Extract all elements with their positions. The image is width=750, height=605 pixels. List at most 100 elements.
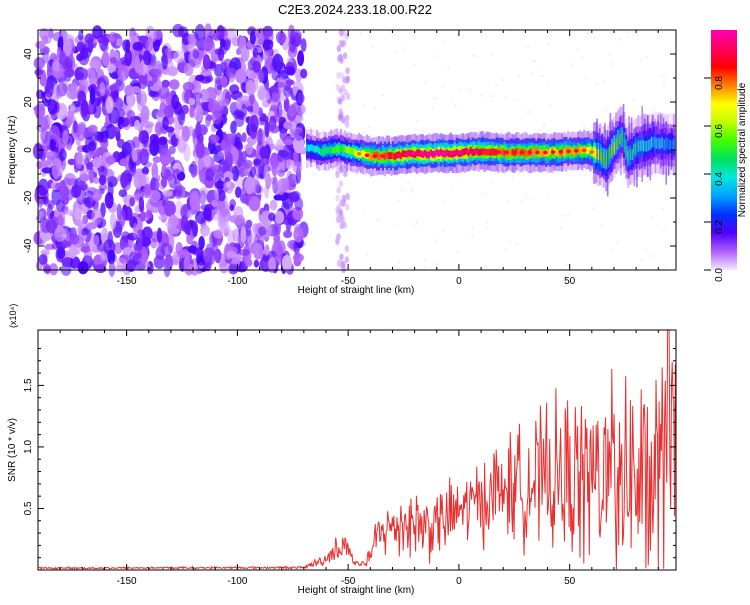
noise-blob — [197, 155, 204, 171]
noise-blob — [45, 151, 58, 160]
noise-blob — [664, 265, 667, 268]
noise-blob — [94, 264, 107, 274]
noise-blob — [640, 258, 643, 262]
noise-blob — [44, 81, 54, 98]
noise-blob — [284, 66, 296, 76]
noise-blob — [82, 214, 89, 225]
noise-blob — [211, 110, 222, 125]
ridge-cell — [339, 145, 343, 152]
noise-blob — [269, 143, 276, 150]
ridge-peak — [380, 154, 385, 158]
noise-blob — [148, 90, 160, 98]
colorbar-tick-label: 0.0 — [714, 268, 725, 282]
ridge-cell — [555, 149, 558, 156]
noise-blob — [381, 93, 385, 97]
snr-x-label: Height of straight line (km) — [298, 585, 415, 596]
noise-blob — [211, 199, 218, 208]
noise-blob — [136, 229, 143, 246]
x-tick-label: 0 — [456, 576, 462, 587]
noise-blob — [99, 36, 108, 52]
noise-blob — [158, 214, 167, 221]
noise-blob — [119, 158, 129, 167]
noise-blob — [288, 104, 297, 118]
ridge-cell — [611, 145, 614, 156]
noise-blob — [244, 226, 252, 237]
noise-blob — [73, 208, 83, 220]
noise-blob — [220, 38, 226, 48]
x-tick-label: -100 — [227, 276, 247, 287]
noise-blob — [56, 89, 63, 99]
noise-blob — [134, 55, 141, 73]
noise-blob — [83, 196, 96, 208]
ridge-cell — [433, 150, 436, 158]
noise-blob — [37, 197, 44, 208]
noise-blob — [283, 159, 295, 166]
ridge-cell — [523, 149, 526, 157]
noise-blob — [240, 44, 250, 62]
noise-blob — [210, 208, 222, 221]
noise-blob — [339, 198, 344, 206]
noise-blob — [542, 125, 546, 128]
noise-blob — [483, 264, 487, 268]
noise-blob — [190, 92, 203, 100]
noise-blob — [300, 68, 308, 79]
ridge-cell — [585, 147, 588, 155]
noise-blob — [253, 47, 258, 59]
ridge-cell — [417, 149, 420, 156]
snr-line — [38, 329, 676, 571]
noise-blob — [245, 143, 254, 155]
noise-blob — [150, 68, 162, 76]
noise-blob — [238, 95, 250, 105]
noise-blob — [134, 119, 141, 131]
noise-blob — [423, 258, 427, 262]
noise-blob — [413, 63, 416, 66]
noise-blob — [344, 120, 349, 128]
noise-blob — [228, 263, 239, 275]
noise-blob — [109, 212, 117, 230]
noise-blob — [187, 33, 195, 45]
snr-series — [38, 329, 676, 571]
noise-blob — [220, 61, 227, 68]
spectrogram-y-axis: -40 -20 0 20 40 — [23, 48, 676, 253]
y-tick-label: -40 — [23, 238, 34, 253]
ridge-cell — [332, 147, 335, 154]
noise-blob — [213, 145, 223, 152]
noise-blob — [435, 263, 438, 266]
noise-blob — [107, 63, 116, 74]
noise-blob — [297, 50, 305, 67]
noise-blob — [54, 226, 66, 242]
ridge-spike — [620, 114, 622, 176]
noise-blob — [44, 35, 52, 44]
ridge-spike — [668, 132, 670, 176]
ridge-cell — [330, 146, 333, 154]
ridge-peak — [566, 149, 571, 154]
noise-blob — [293, 227, 304, 243]
colorbar-tick-label: 0.2 — [714, 220, 725, 234]
y-tick-label: 40 — [23, 48, 34, 60]
noise-blob — [86, 161, 94, 170]
noise-blob — [513, 99, 516, 102]
noise-blob — [283, 97, 290, 112]
ridge-cell — [310, 144, 313, 151]
noise-blob — [202, 54, 211, 70]
noise-blob — [532, 59, 535, 63]
noise-blob — [337, 54, 342, 62]
noise-blob — [649, 255, 653, 258]
noise-blob — [252, 60, 262, 73]
noise-blob — [565, 263, 568, 266]
noise-blob — [158, 85, 170, 100]
noise-blob — [168, 227, 181, 235]
ridge-cell — [471, 149, 474, 156]
ridge-cell — [479, 148, 482, 156]
noise-blob — [57, 210, 66, 226]
ridge-spike — [646, 115, 649, 178]
ridge-spike — [612, 122, 614, 162]
noise-blob — [257, 127, 263, 146]
noise-blob — [268, 212, 276, 222]
noise-blob — [537, 65, 540, 68]
noise-blob — [139, 148, 149, 166]
noise-blob — [129, 116, 136, 127]
noise-blob — [200, 224, 210, 237]
noise-blob — [645, 56, 648, 59]
noise-blob — [663, 230, 666, 233]
